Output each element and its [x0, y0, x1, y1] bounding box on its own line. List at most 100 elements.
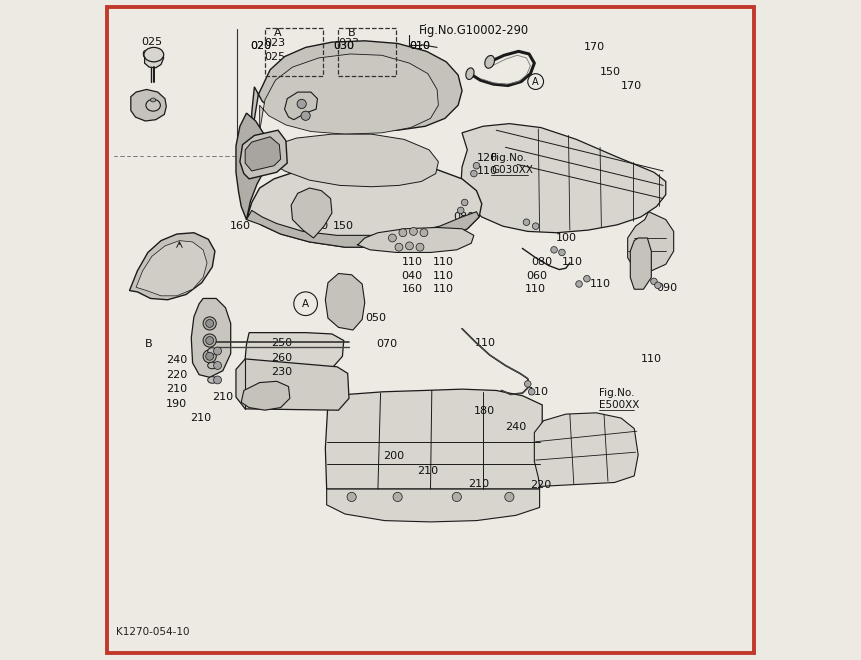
Polygon shape: [291, 188, 332, 238]
Text: 110: 110: [433, 271, 454, 281]
Circle shape: [203, 334, 216, 347]
Text: 023: 023: [264, 38, 285, 48]
Text: 110: 110: [525, 284, 546, 294]
Circle shape: [474, 162, 480, 169]
Text: 020: 020: [250, 41, 271, 51]
Text: 220: 220: [530, 480, 552, 490]
Text: 110: 110: [641, 354, 662, 364]
Circle shape: [347, 492, 356, 502]
Text: Fig.No.: Fig.No.: [491, 153, 526, 163]
Text: 100: 100: [555, 233, 576, 243]
Text: 035: 035: [141, 50, 163, 60]
Text: Fig.No.: Fig.No.: [598, 388, 635, 398]
Text: A: A: [302, 299, 309, 309]
Circle shape: [395, 244, 403, 251]
Text: 110: 110: [433, 257, 454, 267]
Circle shape: [471, 170, 477, 177]
Text: 110: 110: [562, 257, 583, 267]
Text: Fig.No.G10002-290: Fig.No.G10002-290: [418, 24, 529, 37]
Text: 035: 035: [338, 51, 360, 61]
Circle shape: [297, 99, 307, 108]
Text: 040: 040: [401, 271, 423, 281]
Ellipse shape: [208, 377, 217, 383]
Text: 080: 080: [532, 257, 553, 267]
Circle shape: [452, 492, 461, 502]
Text: 210: 210: [166, 384, 188, 394]
Ellipse shape: [208, 348, 217, 354]
Circle shape: [651, 278, 657, 284]
Ellipse shape: [144, 48, 164, 62]
Polygon shape: [251, 41, 462, 135]
Text: 250: 250: [271, 338, 293, 348]
Ellipse shape: [485, 55, 494, 68]
Polygon shape: [535, 412, 638, 486]
Text: 230: 230: [271, 367, 293, 377]
Polygon shape: [326, 489, 540, 522]
Text: 240: 240: [166, 355, 188, 365]
Circle shape: [214, 376, 221, 384]
Circle shape: [584, 275, 590, 282]
Polygon shape: [136, 241, 207, 296]
Text: B: B: [146, 339, 153, 349]
Ellipse shape: [146, 99, 160, 111]
Text: 150: 150: [600, 67, 621, 77]
Circle shape: [399, 229, 407, 237]
Circle shape: [654, 282, 661, 288]
Text: B: B: [348, 28, 356, 38]
Text: G030XX: G030XX: [491, 164, 533, 175]
Text: 060: 060: [526, 271, 548, 281]
Polygon shape: [325, 389, 542, 489]
Polygon shape: [129, 233, 215, 300]
Polygon shape: [245, 333, 344, 371]
Text: 010: 010: [410, 41, 430, 51]
Text: 030: 030: [333, 41, 354, 51]
Polygon shape: [145, 49, 164, 68]
Circle shape: [532, 223, 539, 230]
Circle shape: [461, 199, 468, 206]
Text: 220: 220: [166, 370, 188, 379]
Circle shape: [301, 111, 310, 120]
Circle shape: [393, 492, 402, 502]
Text: 190: 190: [166, 399, 188, 409]
Text: 025: 025: [264, 51, 285, 61]
Polygon shape: [240, 130, 288, 179]
Text: 033: 033: [338, 38, 360, 48]
Text: 110: 110: [433, 284, 454, 294]
Ellipse shape: [151, 98, 156, 102]
Text: 120: 120: [476, 153, 498, 163]
Circle shape: [524, 381, 531, 387]
Polygon shape: [285, 92, 318, 119]
Text: 025: 025: [141, 37, 163, 47]
Circle shape: [551, 247, 557, 253]
Polygon shape: [131, 90, 166, 121]
Circle shape: [420, 229, 428, 237]
Text: 110: 110: [475, 338, 496, 348]
Text: A: A: [532, 77, 539, 86]
Text: 020: 020: [250, 41, 271, 51]
Text: 150: 150: [333, 221, 354, 231]
Text: 033: 033: [135, 104, 156, 114]
Circle shape: [559, 249, 565, 255]
Circle shape: [203, 317, 216, 330]
Circle shape: [388, 234, 396, 242]
Text: 050: 050: [306, 116, 326, 126]
Text: 140: 140: [308, 221, 330, 231]
Ellipse shape: [466, 68, 474, 79]
Text: 070: 070: [376, 339, 398, 349]
Text: 160: 160: [401, 284, 423, 294]
Text: 050: 050: [365, 313, 386, 323]
Text: 090: 090: [657, 283, 678, 293]
Polygon shape: [236, 359, 349, 410]
Polygon shape: [246, 211, 479, 248]
Text: 210: 210: [468, 478, 490, 489]
Text: 170: 170: [585, 42, 605, 52]
Text: 030: 030: [333, 41, 354, 51]
Circle shape: [214, 347, 221, 355]
Circle shape: [416, 244, 424, 251]
Polygon shape: [241, 381, 290, 410]
Text: E500XX: E500XX: [598, 400, 639, 410]
Polygon shape: [246, 163, 482, 248]
Polygon shape: [630, 238, 651, 289]
Circle shape: [206, 337, 214, 345]
Text: 170: 170: [621, 81, 642, 90]
